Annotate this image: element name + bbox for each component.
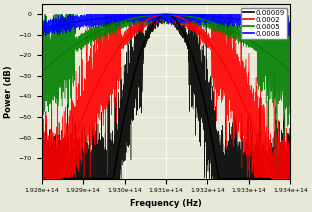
X-axis label: Frequency (Hz): Frequency (Hz) <box>130 199 202 208</box>
Legend: 0.00009, 0.0002, 0.0005, 0.0008: 0.00009, 0.0002, 0.0005, 0.0008 <box>241 8 287 39</box>
Y-axis label: Power (dB): Power (dB) <box>4 65 13 118</box>
